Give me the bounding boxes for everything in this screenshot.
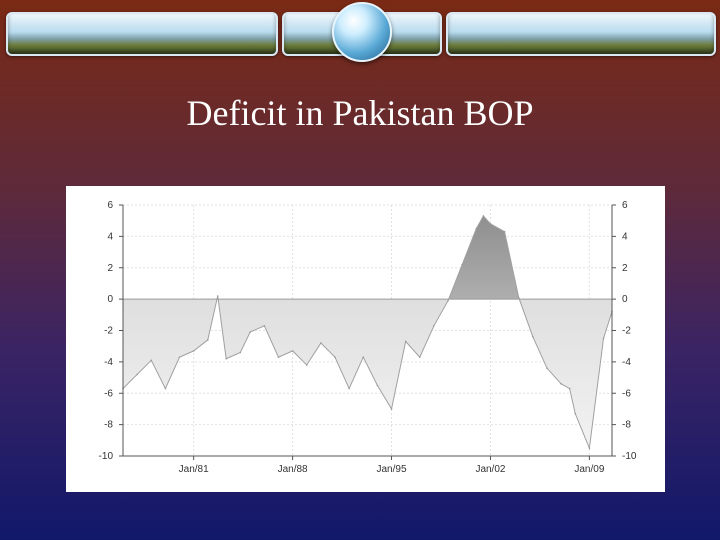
slide-title: Deficit in Pakistan BOP [186,93,534,133]
data-point [404,340,407,343]
data-point [568,387,571,390]
y-tick-label-left: 2 [107,263,113,274]
data-point [390,408,393,410]
data-point [164,387,167,390]
data-point [291,350,294,352]
banner-bar-left [6,12,278,56]
data-point [433,324,435,327]
y-tick-label-right: -2 [622,326,631,337]
y-tick-label-left: -10 [99,451,114,462]
data-point [334,356,336,358]
data-point [503,230,506,233]
data-point [277,356,280,358]
y-tick-label-left: 4 [107,231,113,242]
data-point [532,335,534,338]
x-tick-label: Jan/02 [475,464,505,475]
data-point [489,223,492,225]
chart-panel: 6 6 4 4 2 2 0 0 -2 -2 -4 -4 -6 -6 -8 -8 -10 -10 Jan/81 Jan/… [66,186,665,492]
data-point [178,356,181,358]
y-tick-label-right: 4 [622,231,628,242]
y-tick-label-left: 0 [107,294,113,305]
axes [119,204,616,460]
y-tick-label-left: -4 [104,357,113,368]
data-point [305,364,308,366]
data-point [602,337,605,340]
y-tick-label-right: 2 [622,263,628,274]
tick-labels: 6 6 4 4 2 2 0 0 -2 -2 -4 -4 -6 -6 -8 -8 -10 -10 Jan/81 Jan/… [99,200,637,475]
data-point [263,324,266,327]
y-tick-label-right: 6 [622,200,628,211]
x-tick-label: Jan/88 [278,464,308,475]
y-tick-label-right: -10 [622,451,637,462]
data-point [225,357,227,360]
data-point [475,227,478,230]
data-point [546,367,548,369]
data-point [362,356,365,358]
x-tick-label: Jan/09 [574,464,604,475]
data-point [574,412,577,415]
data-point [482,215,485,217]
x-tick-label: Jan/95 [377,464,407,475]
series-area [122,215,613,451]
y-tick-label-right: -8 [622,420,631,431]
data-point [588,447,591,449]
data-point [136,373,138,376]
y-tick-label-left: -2 [104,326,113,337]
data-point [249,331,251,333]
series-area-negative [123,299,612,449]
data-point [461,263,463,266]
y-tick-label-right: 0 [622,294,628,305]
x-tick-label: Jan/81 [179,464,209,475]
y-tick-label-right: -6 [622,388,631,399]
globe-icon [332,2,392,62]
data-point [192,350,195,352]
data-point [216,295,219,297]
data-point [418,356,421,358]
series-area-positive [123,215,612,300]
y-tick-label-left: 6 [107,200,113,211]
banner-bar-right [446,12,716,56]
data-point [348,387,350,390]
data-point [447,299,449,302]
data-point [206,339,209,341]
y-tick-label-left: -6 [104,388,113,399]
data-point [517,296,520,299]
y-tick-label-right: -4 [622,357,631,368]
data-point [150,359,153,362]
bop-chart: 6 6 4 4 2 2 0 0 -2 -2 -4 -4 -6 -6 -8 -8 -10 -10 Jan/81 Jan/… [99,200,637,475]
data-point [239,351,242,354]
y-tick-label-left: -8 [104,420,113,431]
data-point [560,383,562,385]
data-point [320,342,322,344]
data-point [376,384,379,387]
